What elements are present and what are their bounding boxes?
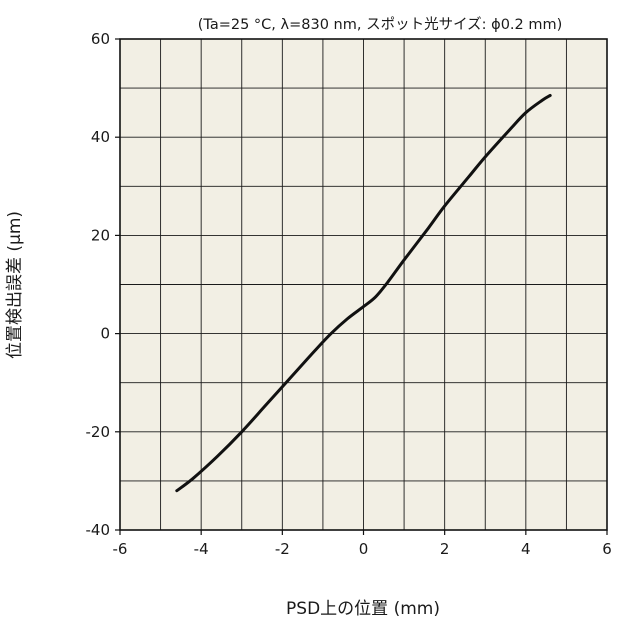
grid-lines — [120, 39, 607, 530]
x-tick-label: -2 — [275, 540, 290, 558]
y-tick-label: 0 — [100, 325, 110, 343]
x-tick-label: -6 — [113, 540, 128, 558]
y-tick-label: 60 — [91, 30, 110, 48]
x-axis-title: PSD上の位置 (mm) — [286, 599, 440, 619]
chart-subtitle: (Ta=25 °C, λ=830 nm, スポット光サイズ: ϕ0.2 mm) — [198, 16, 563, 33]
series-layer — [175, 93, 552, 493]
x-tick-label: 4 — [521, 540, 531, 558]
y-tick-label: -40 — [86, 521, 111, 539]
y-axis-tick-labels: -40 -20 0 20 40 60 — [86, 30, 120, 539]
x-tick-label: 2 — [440, 540, 450, 558]
y-tick-label: 40 — [91, 128, 110, 146]
y-tick-label: -20 — [86, 423, 111, 441]
series-line — [175, 93, 552, 493]
y-tick-label: 20 — [91, 226, 110, 244]
x-axis-tick-labels: -6 -4 -2 0 2 4 6 — [113, 530, 612, 558]
x-tick-label: 0 — [359, 540, 369, 558]
x-tick-label: -4 — [194, 540, 209, 558]
x-tick-label: 6 — [602, 540, 612, 558]
y-axis-title: 位置検出誤差 (µm) — [5, 211, 25, 359]
